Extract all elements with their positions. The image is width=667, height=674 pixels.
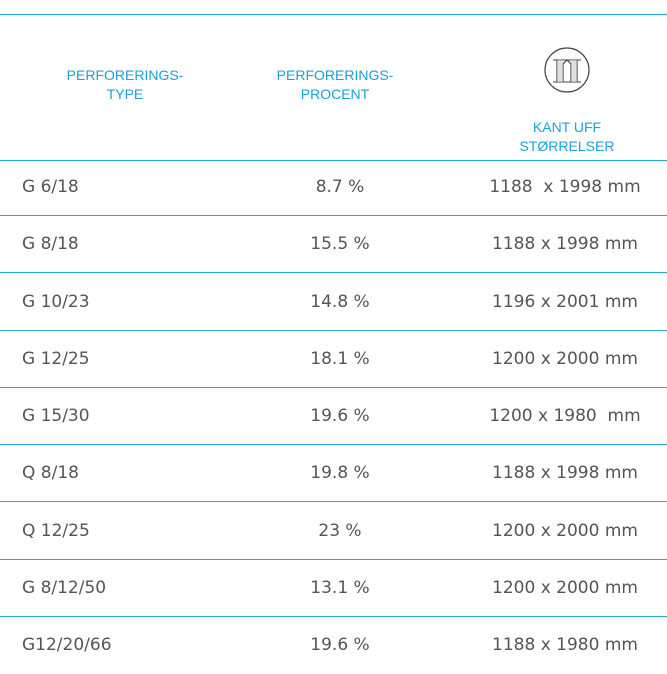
row-rule bbox=[0, 501, 667, 503]
table-row: G 12/25 18.1 % 1200 x 2000 mm bbox=[0, 331, 667, 388]
table-cell: G 12/25 bbox=[22, 348, 90, 369]
table-cell: G 8/12/50 bbox=[22, 577, 107, 598]
table-cell: 1200 x 2000 mm bbox=[492, 348, 638, 369]
row-rule bbox=[0, 558, 667, 560]
header-line: PROCENT bbox=[300, 86, 370, 102]
table-cell: 1188 x 1980 mm bbox=[492, 635, 638, 655]
table-cell: 1200 x 1980 mm bbox=[489, 406, 641, 426]
header-rule bbox=[0, 160, 667, 161]
row-rule bbox=[0, 615, 667, 617]
header-line: STØRRELSER bbox=[519, 138, 615, 154]
row-rule bbox=[0, 386, 667, 388]
table-cell: 1200 x 2000 mm bbox=[492, 520, 638, 541]
table-cell: G 8/18 bbox=[22, 234, 79, 255]
row-rule bbox=[0, 444, 667, 445]
table-cell: Q 12/25 bbox=[22, 520, 90, 541]
table-cell: 1188 x 1998 mm bbox=[492, 234, 638, 255]
table-cell: 8.7 % bbox=[315, 177, 365, 197]
table-row: Q 8/18 19.8 % 1188 x 1998 mm bbox=[0, 445, 667, 503]
table-row: G 10/23 14.8 % 1196 x 2001 mm bbox=[0, 274, 667, 331]
table-cell: G 10/23 bbox=[22, 291, 90, 312]
table-cell: 19.8 % bbox=[310, 463, 370, 484]
table-cell: 23 % bbox=[318, 520, 362, 541]
header-size: KANT UFF STØRRELSER bbox=[492, 118, 642, 156]
table-cell: G12/20/66 bbox=[22, 635, 112, 655]
header-type: PERFORERINGS- TYPE bbox=[50, 66, 200, 104]
table-row: G12/20/66 19.6 % 1188 x 1980 mm bbox=[0, 617, 667, 674]
header-percent: PERFORERINGS- PROCENT bbox=[260, 66, 410, 104]
table-row: G 15/30 19.6 % 1200 x 1980 mm bbox=[0, 388, 667, 445]
table-cell: 19.6 % bbox=[310, 406, 370, 426]
table-cell: 18.1 % bbox=[310, 348, 370, 369]
header-line: TYPE bbox=[106, 86, 144, 102]
edge-icon bbox=[544, 47, 590, 93]
row-rule bbox=[0, 215, 667, 216]
header-line: PERFORERINGS- bbox=[276, 67, 394, 83]
table-cell: 19.6 % bbox=[310, 635, 370, 655]
table-cell: 1196 x 2001 mm bbox=[492, 291, 638, 312]
table-cell: 13.1 % bbox=[310, 577, 370, 598]
table-row: G 8/12/50 13.1 % 1200 x 2000 mm bbox=[0, 560, 667, 617]
table-row: Q 12/25 23 % 1200 x 2000 mm bbox=[0, 503, 667, 560]
row-rule bbox=[0, 329, 667, 331]
table-cell: 1188 x 1998 mm bbox=[489, 177, 641, 197]
table-cell: G 15/30 bbox=[22, 406, 90, 426]
header-line: PERFORERINGS- bbox=[66, 67, 184, 83]
header-line: KANT UFF bbox=[532, 119, 602, 135]
table-row: G 8/18 15.5 % 1188 x 1998 mm bbox=[0, 216, 667, 274]
table-cell: G 6/18 bbox=[22, 177, 79, 197]
table-cell: Q 8/18 bbox=[22, 463, 79, 484]
top-rule bbox=[0, 14, 667, 15]
table-cell: 14.8 % bbox=[310, 291, 370, 312]
table-cell: 1188 x 1998 mm bbox=[492, 463, 638, 484]
table-cell: 1200 x 2000 mm bbox=[492, 577, 638, 598]
table-row: G 6/18 8.7 % 1188 x 1998 mm bbox=[0, 159, 667, 216]
table-cell: 15.5 % bbox=[310, 234, 370, 255]
row-rule bbox=[0, 272, 667, 274]
